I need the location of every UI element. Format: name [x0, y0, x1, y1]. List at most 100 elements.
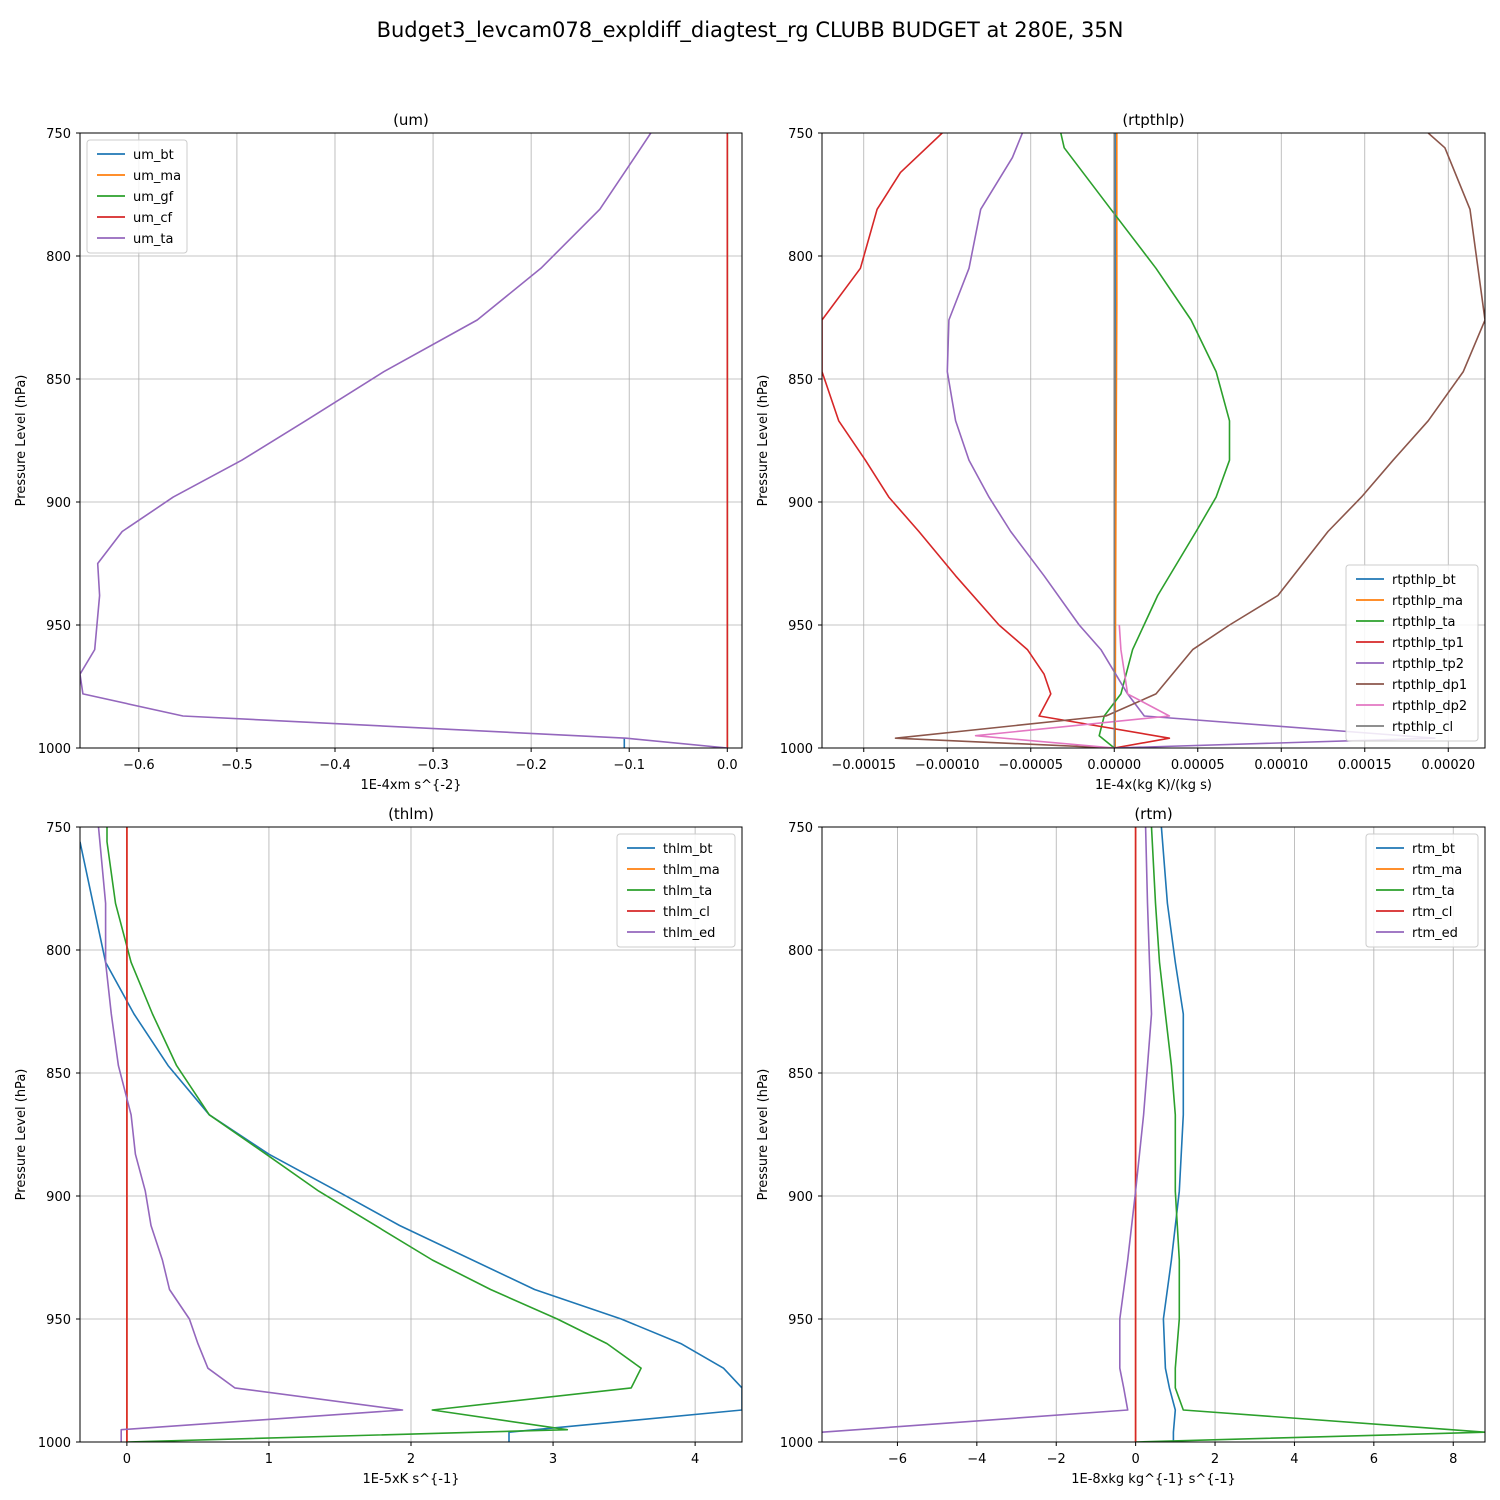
x-tick-label: −0.1 — [613, 758, 645, 773]
y-tick-label: 750 — [46, 127, 71, 142]
legend-entry-um_ma: um_ma — [133, 169, 181, 184]
x-tick-label: −0.00015 — [831, 758, 896, 773]
panel-3: 0 1 2 3 4 750 800 850 900 950 1000 (thlm) 1E-5xK s^{… — [14, 805, 743, 1487]
y-tick-label: 800 — [788, 250, 813, 265]
x-tick-label: 0.00015 — [1338, 758, 1392, 773]
panel-4: −6 −4 −2 0 2 4 6 8 750 800 850 900 950 1000 (rtm) 1E-8x… — [756, 805, 1486, 1487]
legend-entry-thlm_cl: thlm_cl — [663, 905, 710, 920]
x-axis-label: 1E-8xkg kg^{-1} s^{-1} — [1071, 1472, 1236, 1487]
x-tick-label: 0.00020 — [1421, 758, 1475, 773]
legend-entry-um_gf: um_gf — [133, 190, 174, 205]
x-tick-label: 0.00005 — [1171, 758, 1225, 773]
legend-entry-um_cf: um_cf — [133, 211, 173, 226]
legend-entry-um_ta: um_ta — [133, 232, 173, 247]
x-tick-label: −0.2 — [515, 758, 547, 773]
legend-entry-thlm_bt: thlm_bt — [663, 842, 712, 857]
x-tick-label: −6 — [888, 1452, 907, 1467]
y-tick-label: 750 — [46, 821, 71, 836]
legend-entry-rtm_ta: rtm_ta — [1412, 884, 1455, 899]
y-tick-label: 900 — [46, 1190, 71, 1205]
y-tick-label: 800 — [788, 944, 813, 959]
y-tick-label: 750 — [788, 127, 813, 142]
y-tick-label: 850 — [46, 1067, 71, 1082]
x-tick-label: 0.0 — [717, 758, 738, 773]
legend-entry-rtpthlp_bt: rtpthlp_bt — [1392, 573, 1456, 588]
figure-title: Budget3_levcam078_expldiff_diagtest_rg C… — [377, 18, 1124, 43]
panel-2: −0.00015 −0.00010 −0.00005 0.00000 0.00005 0.… — [756, 111, 1486, 793]
x-tick-label: 6 — [1370, 1452, 1378, 1467]
legend-entry-rtpthlp_tp2: rtpthlp_tp2 — [1392, 657, 1464, 672]
x-tick-label: −2 — [1047, 1452, 1066, 1467]
legend: rtpthlp_bt rtpthlp_ma rtpthlp_ta rtpthlp_tp… — [1345, 564, 1479, 742]
x-axis-label: 1E-5xK s^{-1} — [363, 1472, 460, 1487]
series-line-rtpthlp_dp2 — [974, 624, 1171, 748]
series-line-rtpthlp_ma — [1114, 133, 1118, 748]
legend-entry-rtm_ed: rtm_ed — [1412, 926, 1458, 941]
x-tick-label: 8 — [1449, 1452, 1457, 1467]
series-line-thlm_ed — [97, 827, 404, 1442]
y-axis-label: Pressure Level (hPa) — [14, 1069, 29, 1201]
series-line-rtpthlp_dp1 — [894, 133, 1485, 748]
panel-1: −0.6 −0.5 −0.4 −0.3 −0.2 −0.1 0.0 750 800 850 900 9… — [14, 111, 743, 793]
x-tick-label: −0.5 — [221, 758, 253, 773]
legend-box — [1365, 833, 1479, 948]
y-tick-label: 1000 — [38, 1436, 71, 1451]
x-tick-label: 0.00000 — [1087, 758, 1141, 773]
legend-entry-rtm_ma: rtm_ma — [1412, 863, 1462, 878]
x-tick-label: 0 — [1131, 1452, 1139, 1467]
legend: thlm_bt thlm_ma thlm_ta thlm_cl thlm_ed — [616, 833, 736, 948]
legend-entry-thlm_ta: thlm_ta — [663, 884, 712, 899]
x-tick-label: 4 — [1290, 1452, 1298, 1467]
legend-entry-um_bt: um_bt — [133, 148, 174, 163]
legend-entry-rtpthlp_ma: rtpthlp_ma — [1392, 594, 1463, 609]
legend-entry-rtm_bt: rtm_bt — [1412, 842, 1455, 857]
y-tick-label: 900 — [46, 496, 71, 511]
x-tick-label: −0.6 — [123, 758, 155, 773]
series-line-thlm_bt — [80, 841, 742, 1442]
legend-entry-rtpthlp_ta: rtpthlp_ta — [1392, 615, 1455, 630]
y-axis-label: Pressure Level (hPa) — [756, 375, 771, 507]
y-tick-label: 750 — [788, 821, 813, 836]
x-tick-label: −0.3 — [417, 758, 449, 773]
y-axis-label: Pressure Level (hPa) — [756, 1069, 771, 1201]
series-line-rtpthlp_tp2 — [946, 133, 1436, 748]
y-tick-label: 850 — [788, 1067, 813, 1082]
series-line-thlm_ta — [106, 827, 642, 1442]
y-tick-label: 900 — [788, 496, 813, 511]
series-line-rtm_ed — [822, 827, 1153, 1433]
y-tick-label: 950 — [46, 619, 71, 634]
x-tick-label: 2 — [407, 1452, 415, 1467]
series-line-rtpthlp_ta — [1060, 133, 1231, 748]
x-tick-label: −0.4 — [319, 758, 351, 773]
x-tick-label: 0.00010 — [1254, 758, 1308, 773]
series-line-rtm_ta — [1135, 827, 1485, 1442]
legend-entry-thlm_ed: thlm_ed — [663, 926, 715, 941]
x-tick-label: 1 — [265, 1452, 273, 1467]
plot-frame — [821, 132, 1486, 749]
y-axis-label: Pressure Level (hPa) — [14, 375, 29, 507]
y-tick-label: 800 — [46, 250, 71, 265]
legend-entry-thlm_ma: thlm_ma — [663, 863, 720, 878]
y-tick-label: 850 — [46, 373, 71, 388]
x-tick-label: 0 — [123, 1452, 131, 1467]
x-tick-label: −4 — [967, 1452, 986, 1467]
legend-box — [86, 139, 188, 254]
legend: rtm_bt rtm_ma rtm_ta rtm_cl rtm_ed — [1365, 833, 1479, 948]
x-axis-label: 1E-4xm s^{-2} — [360, 778, 461, 793]
panel-title: (rtpthlp) — [1122, 111, 1184, 129]
x-tick-label: 4 — [691, 1452, 699, 1467]
y-tick-label: 1000 — [780, 1436, 813, 1451]
series-line-rtpthlp_tp1 — [822, 133, 1171, 748]
y-tick-label: 950 — [788, 1313, 813, 1328]
panel-title: (um) — [393, 111, 429, 129]
x-tick-label: 3 — [549, 1452, 557, 1467]
x-tick-label: −0.00005 — [998, 758, 1063, 773]
x-tick-label: 2 — [1211, 1452, 1219, 1467]
series-line-um_ta — [80, 133, 728, 748]
legend-entry-rtpthlp_dp1: rtpthlp_dp1 — [1392, 678, 1467, 693]
y-tick-label: 1000 — [38, 742, 71, 757]
legend-entry-rtpthlp_dp2: rtpthlp_dp2 — [1392, 699, 1467, 714]
legend-box — [616, 833, 736, 948]
y-tick-label: 800 — [46, 944, 71, 959]
